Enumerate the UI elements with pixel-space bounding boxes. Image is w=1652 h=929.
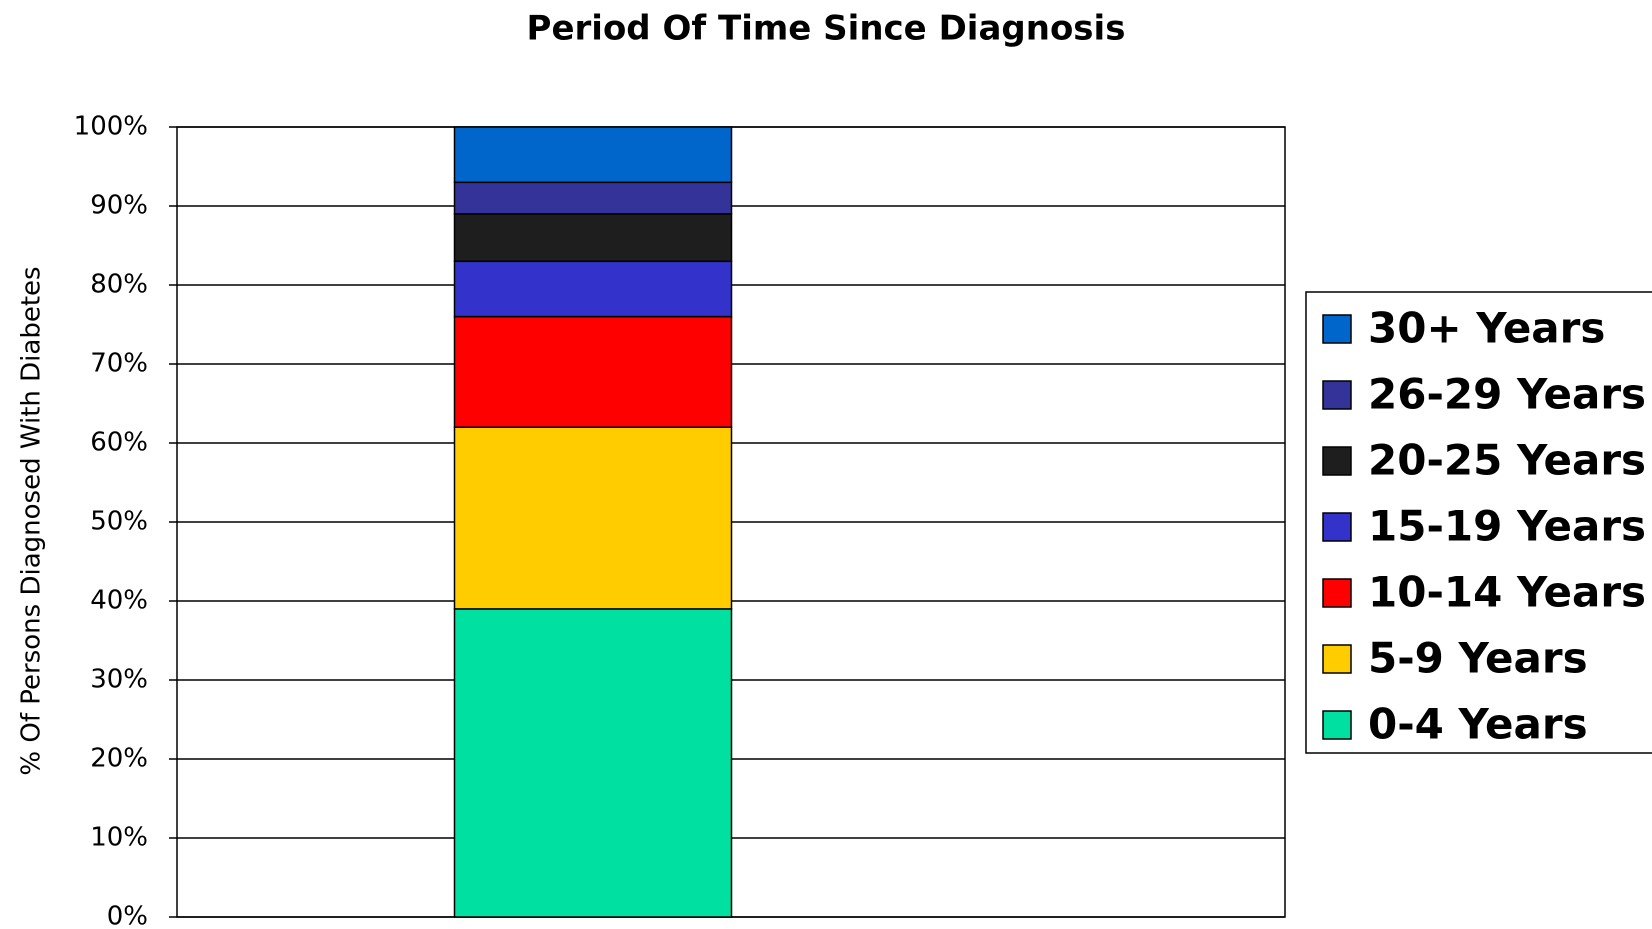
legend-box — [1305, 291, 1652, 754]
legend-label: 10-14 Years — [1368, 568, 1646, 617]
legend-swatch — [1322, 380, 1352, 410]
y-axis-title: % Of Persons Diagnosed With Diabetes — [17, 266, 47, 775]
y-tick-label: 20% — [90, 744, 148, 774]
y-tick-label: 30% — [90, 665, 148, 695]
legend-swatch — [1322, 446, 1352, 476]
legend-label: 0-4 Years — [1368, 700, 1588, 749]
legend-label: 15-19 Years — [1368, 502, 1646, 551]
legend-swatch — [1322, 644, 1352, 674]
bar-segment — [453, 213, 733, 263]
y-tick-label: 100% — [74, 112, 148, 142]
legend-swatch — [1322, 578, 1352, 608]
y-tick-label: 80% — [90, 270, 148, 300]
y-tick-label: 50% — [90, 507, 148, 537]
y-tick-label: 70% — [90, 349, 148, 379]
legend-label: 5-9 Years — [1368, 634, 1588, 683]
y-tick-label: 40% — [90, 586, 148, 616]
legend-swatch — [1322, 512, 1352, 542]
chart-title: Period Of Time Since Diagnosis — [527, 9, 1126, 49]
bar-segment — [453, 426, 733, 610]
bar-segment — [453, 608, 733, 918]
bar-segment — [453, 315, 733, 428]
legend-label: 30+ Years — [1368, 304, 1605, 353]
bar-segment — [453, 260, 733, 318]
y-tick-label: 10% — [90, 823, 148, 853]
bar-segment — [453, 126, 733, 184]
bar-segment — [453, 181, 733, 215]
y-tick-label: 0% — [107, 902, 148, 929]
y-tick-label: 60% — [90, 428, 148, 458]
legend-swatch — [1322, 710, 1352, 740]
legend-swatch — [1322, 314, 1352, 344]
legend-label: 20-25 Years — [1368, 436, 1646, 485]
legend-label: 26-29 Years — [1368, 370, 1646, 419]
y-tick-label: 90% — [90, 191, 148, 221]
